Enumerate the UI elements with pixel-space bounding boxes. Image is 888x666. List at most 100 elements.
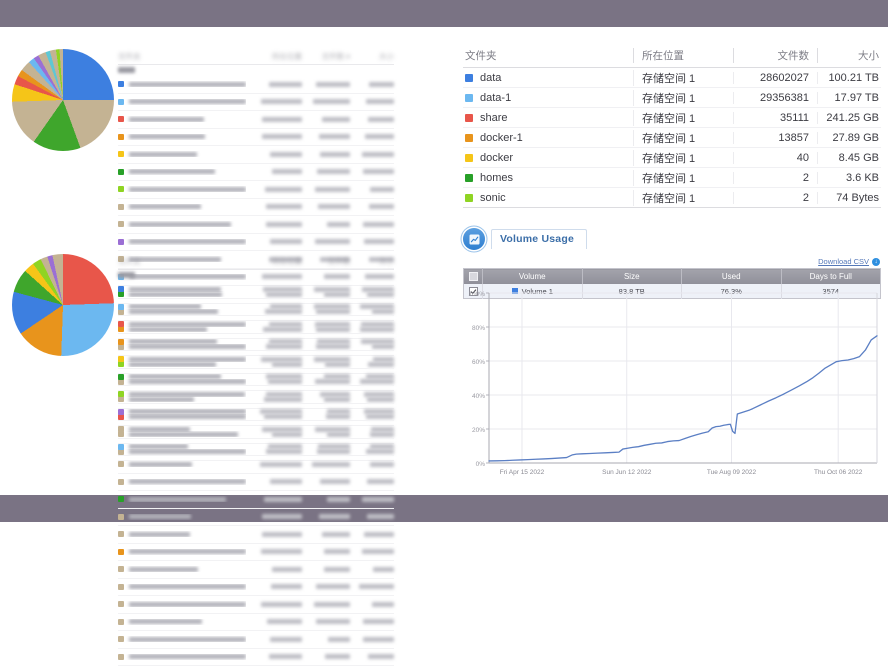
select-all-checkbox-icon[interactable]: [469, 272, 478, 281]
list-item[interactable]: [118, 526, 394, 544]
list-item[interactable]: [118, 474, 394, 492]
list-item[interactable]: [118, 129, 394, 147]
header-volume[interactable]: Volume: [483, 269, 583, 285]
list-item[interactable]: [118, 456, 394, 474]
blurred-text: [266, 222, 302, 227]
cell-location-blurred: [246, 462, 302, 467]
cell-location-blurred: [246, 374, 302, 379]
cell-name-blurred: [118, 601, 246, 607]
list-item[interactable]: [118, 439, 394, 457]
blurred-text: [324, 374, 350, 379]
blurred-text: [327, 497, 350, 502]
cell-folder-name: docker-1: [463, 132, 633, 144]
cell-size-blurred: [350, 304, 394, 309]
list-item[interactable]: [118, 316, 394, 334]
cell-location-blurred: [246, 479, 302, 484]
folder-color-swatch: [118, 116, 124, 122]
list-item[interactable]: [118, 181, 394, 199]
blurred-text: [129, 409, 246, 414]
cell-name-blurred: [118, 239, 246, 245]
list-item[interactable]: [118, 509, 394, 527]
list-item[interactable]: [118, 111, 394, 129]
list-item[interactable]: [118, 146, 394, 164]
list-item[interactable]: [118, 386, 394, 404]
list-item[interactable]: [118, 544, 394, 562]
blurred-text: [314, 304, 350, 309]
folder-color-swatch: [118, 479, 124, 485]
list-item[interactable]: [118, 404, 394, 422]
blurred-text: [315, 427, 350, 432]
volume-usage-chart[interactable]: 0%20%40%60%80%100%Fri Apr 15 2022Sun Jun…: [463, 285, 881, 485]
column-header-name[interactable]: 文件夹: [118, 51, 246, 62]
column-header-name-2[interactable]: 文件夹: [118, 256, 246, 267]
list-item[interactable]: [118, 199, 394, 217]
header-select-all[interactable]: [464, 269, 483, 285]
cell-name-blurred: [118, 286, 246, 292]
header-volume-size[interactable]: Size: [582, 269, 682, 285]
cell-name-blurred: [118, 186, 246, 192]
list-item[interactable]: [118, 76, 394, 94]
blurred-text: [316, 584, 350, 589]
list-item[interactable]: [118, 299, 394, 317]
list-item[interactable]: [118, 596, 394, 614]
cell-name-blurred: [118, 81, 246, 87]
column-header-location[interactable]: 所在位置: [246, 51, 302, 62]
header-size[interactable]: 大小: [817, 48, 881, 63]
column-header-count-2[interactable]: 文件数: [302, 256, 350, 267]
blurred-text: [372, 602, 394, 607]
list-item[interactable]: [118, 421, 394, 439]
column-header-size-2[interactable]: 大小: [350, 256, 394, 267]
header-volume-used[interactable]: Used: [682, 269, 782, 285]
folder-name-label: sonic: [480, 192, 506, 204]
download-circle-icon[interactable]: ↓: [872, 258, 880, 266]
column-header-location-2[interactable]: 所在位置: [246, 256, 302, 267]
list-item[interactable]: [118, 561, 394, 579]
cell-location-blurred: [246, 134, 302, 139]
list-item[interactable]: [118, 614, 394, 632]
table-row[interactable]: sonic存储空间 1274 Bytes: [463, 188, 881, 208]
cell-count-blurred: [302, 567, 350, 572]
table-row[interactable]: docker-1存储空间 11385727.89 GB: [463, 128, 881, 148]
cell-count-blurred: [302, 357, 350, 362]
blurred-text: [316, 82, 350, 87]
list-item[interactable]: [118, 351, 394, 369]
cell-count-blurred: [302, 204, 350, 209]
subbar-chip: [118, 67, 135, 73]
list-item[interactable]: [118, 281, 394, 299]
volume-usage-tab[interactable]: Volume Usage: [491, 229, 587, 249]
table-row[interactable]: homes存储空间 123.6 KB: [463, 168, 881, 188]
cell-name-blurred: [118, 566, 246, 572]
cell-location-blurred: [246, 619, 302, 624]
list-item[interactable]: [118, 94, 394, 112]
list-item[interactable]: [118, 216, 394, 234]
table-row[interactable]: share存储空间 135111241.25 GB: [463, 108, 881, 128]
list-item[interactable]: [118, 334, 394, 352]
list-item[interactable]: [118, 631, 394, 649]
cell-count-blurred: [302, 169, 350, 174]
cell-folder-name: share: [463, 112, 633, 124]
download-csv-link[interactable]: Download CSV: [818, 257, 869, 266]
column-header-count[interactable]: 文件数 ▾: [302, 51, 350, 62]
pie-chart-bottom: [12, 254, 114, 356]
table-row[interactable]: docker存储空间 1408.45 GB: [463, 148, 881, 168]
table-row[interactable]: data存储空间 128602027100.21 TB: [463, 68, 881, 88]
list-item[interactable]: [118, 164, 394, 182]
header-file-count[interactable]: 文件数: [733, 48, 817, 63]
folder-list-body-2[interactable]: [118, 281, 394, 666]
cell-name-blurred: [118, 444, 246, 450]
table-row[interactable]: data-1存储空间 12935638117.97 TB: [463, 88, 881, 108]
folder-list-blurred-2[interactable]: 文件夹 所在位置 文件数 大小: [118, 250, 394, 666]
cell-size-blurred: [350, 462, 394, 467]
list-item[interactable]: [118, 491, 394, 509]
list-item[interactable]: [118, 649, 394, 666]
cell-size-blurred: [350, 357, 394, 362]
header-location[interactable]: 所在位置: [633, 48, 733, 63]
header-folder[interactable]: 文件夹: [463, 48, 633, 63]
series-line[interactable]: [489, 336, 877, 461]
column-header-size[interactable]: 大小: [350, 51, 394, 62]
list-item[interactable]: [118, 579, 394, 597]
list-item[interactable]: [118, 234, 394, 252]
list-item[interactable]: [118, 369, 394, 387]
folder-table[interactable]: 文件夹 所在位置 文件数 大小 data存储空间 128602027100.21…: [463, 43, 881, 208]
header-days-to-full[interactable]: Days to Full: [781, 269, 881, 285]
